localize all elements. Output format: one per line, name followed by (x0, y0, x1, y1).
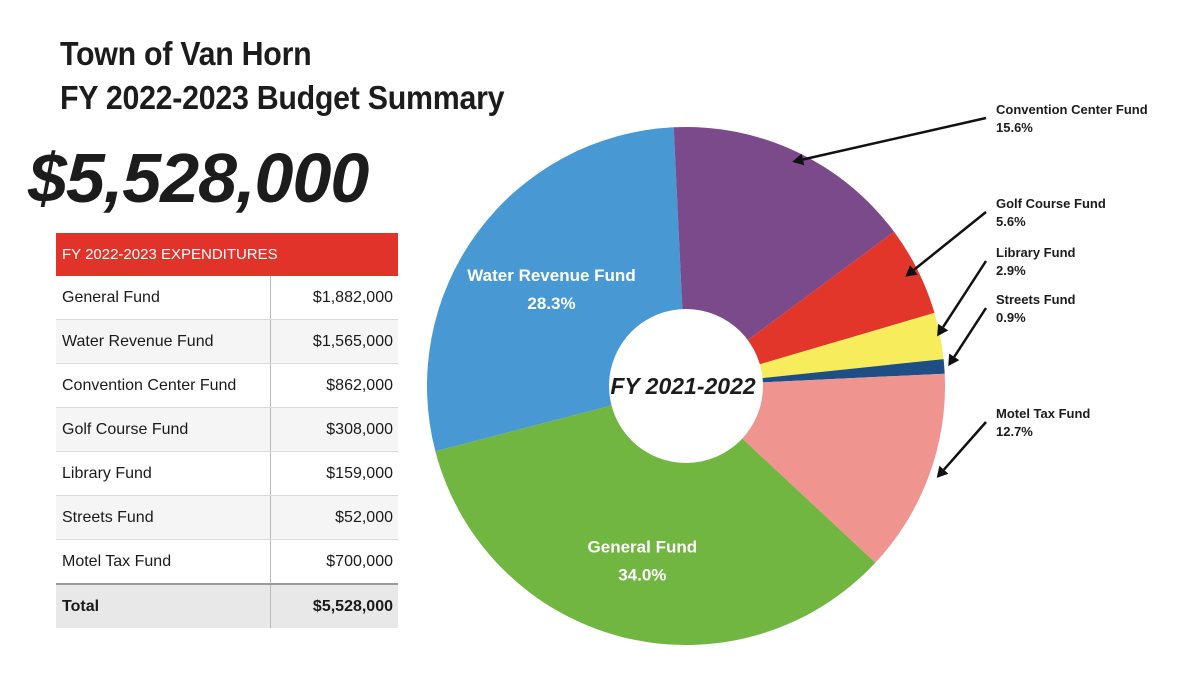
callout-line-library-fund (942, 260, 988, 328)
callout-arrowhead-motel-tax-fund (936, 465, 949, 478)
pie-slice-convention-center-fund (673, 126, 895, 387)
page-title: Town of Van Horn FY 2022-2023 Budget Sum… (60, 32, 504, 120)
table-row: Library Fund $159,000 (56, 451, 398, 496)
donut-hole (609, 309, 763, 463)
slice-percent-water-revenue-fund: 28.3% (527, 294, 575, 313)
callout-line-golf-course-fund (913, 211, 987, 271)
expenditures-table: FY 2022-2023 EXPENDITURES General Fund $… (56, 233, 398, 628)
callout-line-convention-center-fund (802, 116, 987, 161)
table-row: Golf Course Fund $308,000 (56, 407, 398, 452)
fund-amount: $308,000 (270, 407, 398, 452)
callout-line-streets-fund (953, 307, 988, 358)
fund-amount: $1,565,000 (270, 319, 398, 364)
fund-amount: $700,000 (270, 539, 398, 585)
callout-name-golf-course-fund: Golf Course Fund (996, 196, 1106, 211)
fund-name: Streets Fund (56, 495, 271, 540)
expenditures-table-header: FY 2022-2023 EXPENDITURES (56, 233, 398, 276)
callout-arrowhead-streets-fund (948, 353, 960, 367)
table-row: Convention Center Fund $862,000 (56, 363, 398, 408)
table-row: Motel Tax Fund $700,000 (56, 539, 398, 585)
table-total-row: Total $5,528,000 (56, 583, 398, 628)
table-row: Water Revenue Fund $1,565,000 (56, 319, 398, 364)
fund-name: Golf Course Fund (56, 407, 271, 452)
table-row: Streets Fund $52,000 (56, 495, 398, 540)
callout-line-motel-tax-fund (942, 421, 987, 471)
fund-amount: $159,000 (270, 451, 398, 496)
slice-name-water-revenue-fund: Water Revenue Fund (467, 266, 635, 285)
callout-name-streets-fund: Streets Fund (996, 292, 1076, 307)
total-budget-amount: $5,528,000 (28, 139, 369, 217)
callout-arrowhead-library-fund (937, 323, 949, 337)
fund-amount: $862,000 (270, 363, 398, 408)
callout-percent-library-fund: 2.9% (996, 263, 1026, 278)
title-line-2: FY 2022-2023 Budget Summary (60, 79, 505, 116)
callout-name-motel-tax-fund: Motel Tax Fund (996, 406, 1090, 421)
title-line-1: Town of Van Horn (60, 35, 312, 72)
fund-amount: $52,000 (270, 495, 398, 540)
fund-name: Water Revenue Fund (56, 319, 271, 364)
fund-name: Convention Center Fund (56, 363, 271, 408)
total-label: Total (56, 583, 271, 628)
callout-percent-golf-course-fund: 5.6% (996, 214, 1026, 229)
callout-percent-streets-fund: 0.9% (996, 310, 1026, 325)
total-value: $5,528,000 (270, 583, 398, 628)
donut-center-label: FY 2021-2022 (610, 373, 756, 399)
pie-slice-general-fund (435, 386, 876, 646)
fund-name: Library Fund (56, 451, 271, 496)
table-row: General Fund $1,882,000 (56, 276, 398, 320)
fund-name: Motel Tax Fund (56, 539, 271, 585)
callout-name-library-fund: Library Fund (996, 245, 1076, 260)
callout-arrowhead-golf-course-fund (905, 265, 918, 277)
slice-percent-general-fund: 34.0% (618, 566, 666, 585)
callout-percent-convention-center-fund: 15.6% (996, 120, 1033, 135)
callout-name-convention-center-fund: Convention Center Fund (996, 102, 1148, 117)
fund-name: General Fund (56, 276, 271, 320)
slice-name-general-fund: General Fund (588, 538, 698, 557)
callout-percent-motel-tax-fund: 12.7% (996, 424, 1033, 439)
fund-amount: $1,882,000 (270, 276, 398, 320)
callout-arrowhead-convention-center-fund (792, 153, 805, 166)
